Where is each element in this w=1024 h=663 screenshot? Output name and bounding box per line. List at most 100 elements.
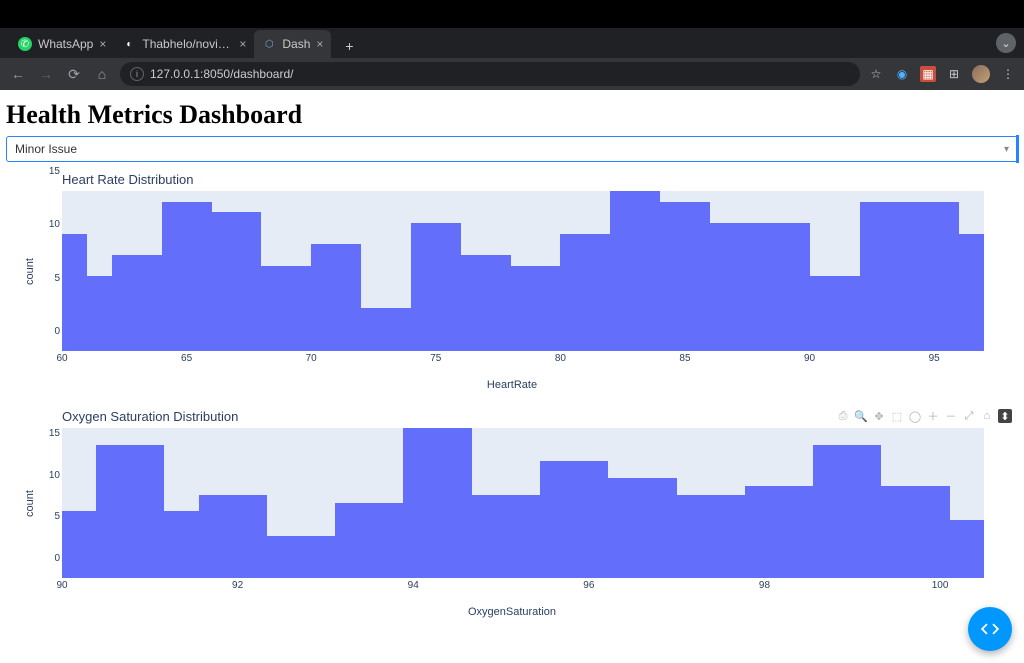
y-tick-label: 5 — [46, 511, 60, 522]
page-content: Health Metrics Dashboard Minor Issue ▾ H… — [0, 90, 1024, 663]
browser-tabstrip: ✆ WhatsApp × ◐ Thabhelo/novision: Notion… — [0, 28, 1024, 58]
url-text: 127.0.0.1:8050/dashboard/ — [150, 67, 293, 81]
histogram-bar — [187, 202, 212, 351]
code-icon — [979, 618, 1001, 640]
x-tick-label: 60 — [56, 353, 67, 364]
histogram-bar — [540, 461, 574, 578]
zoom-out-icon[interactable]: － — [944, 409, 958, 423]
x-tick-label: 75 — [430, 353, 441, 364]
histogram-bar — [884, 202, 909, 351]
reset-icon[interactable]: ⌂ — [980, 409, 994, 423]
histogram-bar — [635, 191, 660, 351]
filter-dropdown[interactable]: Minor Issue ▾ — [6, 136, 1018, 162]
histogram-bar — [710, 223, 735, 351]
histogram-bar — [745, 486, 779, 578]
histogram-bar — [560, 234, 585, 351]
histogram-bar — [711, 495, 745, 578]
histogram-bar — [574, 461, 608, 578]
tab-dash[interactable]: ⬡ Dash × — [254, 30, 331, 58]
extension-icon[interactable]: ▦ — [920, 66, 936, 82]
dev-tools-fab[interactable] — [968, 607, 1012, 651]
pan-icon[interactable]: ✥ — [872, 409, 886, 423]
histogram-bar — [411, 223, 436, 351]
x-tick-label: 100 — [932, 580, 949, 591]
bookmark-icon[interactable]: ☆ — [868, 66, 884, 82]
close-icon[interactable]: × — [99, 37, 106, 51]
menu-button[interactable]: ⋮ — [1000, 66, 1016, 82]
histogram-bar — [916, 486, 950, 578]
x-tick-label: 98 — [759, 580, 770, 591]
oxygen-saturation-chart: ⎙ 🔍 ✥ ⬚ ◯ ＋ － ⤢ ⌂ ⬍ Oxygen Saturation Di… — [6, 409, 1018, 618]
histogram-bar — [286, 266, 311, 351]
plotly-logo-icon[interactable]: ⬍ — [998, 409, 1012, 423]
histogram-bar — [934, 202, 959, 351]
histogram-bar — [860, 202, 885, 351]
histogram-bar — [810, 276, 835, 351]
close-icon[interactable]: × — [316, 37, 323, 51]
histogram-bar — [610, 191, 635, 351]
browser-toolbar: ← → ⟳ ⌂ i 127.0.0.1:8050/dashboard/ ☆ ◉ … — [0, 58, 1024, 90]
histogram-bar — [112, 255, 137, 351]
x-tick-label: 92 — [232, 580, 243, 591]
histogram-bar — [233, 495, 267, 578]
x-tick-label: 65 — [181, 353, 192, 364]
histogram-bar — [785, 223, 810, 351]
histogram-bar — [301, 536, 335, 578]
extensions-button[interactable]: ⊞ — [946, 66, 962, 82]
chart-plot-area[interactable] — [62, 428, 984, 578]
histogram-bar — [87, 276, 112, 351]
site-info-icon[interactable]: i — [130, 67, 144, 81]
x-axis-label: OxygenSaturation — [6, 606, 1018, 618]
y-tick-label: 0 — [46, 553, 60, 564]
histogram-bar — [96, 445, 130, 578]
reload-button[interactable]: ⟳ — [64, 66, 84, 83]
y-tick-label: 0 — [46, 326, 60, 337]
histogram-bar — [511, 266, 536, 351]
zoom-icon[interactable]: 🔍 — [854, 409, 868, 423]
y-tick-label: 15 — [46, 428, 60, 439]
histogram-bar — [959, 234, 984, 351]
histogram-bar — [779, 486, 813, 578]
histogram-bar — [212, 212, 237, 351]
histogram-bar — [436, 223, 461, 351]
histogram-bar — [660, 202, 685, 351]
back-button[interactable]: ← — [8, 66, 28, 82]
histogram-bar — [950, 520, 984, 578]
tab-title: WhatsApp — [38, 37, 93, 51]
histogram-bar — [536, 266, 561, 351]
chart-title: Heart Rate Distribution — [62, 172, 1018, 187]
heart-rate-chart: Heart Rate Distribution 6065707580859095… — [6, 172, 1018, 391]
y-tick-label: 5 — [46, 273, 60, 284]
x-tick-label: 85 — [679, 353, 690, 364]
close-icon[interactable]: × — [239, 37, 246, 51]
new-tab-button[interactable]: + — [337, 34, 361, 58]
histogram-bar — [311, 244, 336, 351]
histogram-bar — [486, 255, 511, 351]
forward-button[interactable]: → — [36, 66, 56, 82]
tab-github[interactable]: ◐ Thabhelo/novision: Notion bu × — [114, 30, 254, 58]
chevron-down-icon: ▾ — [1004, 144, 1009, 155]
dash-icon: ⬡ — [262, 37, 276, 51]
box-select-icon[interactable]: ⬚ — [890, 409, 904, 423]
zoom-in-icon[interactable]: ＋ — [926, 409, 940, 423]
address-bar[interactable]: i 127.0.0.1:8050/dashboard/ — [120, 62, 860, 86]
histogram-bar — [386, 308, 411, 351]
tab-whatsapp[interactable]: ✆ WhatsApp × — [10, 30, 114, 58]
histogram-bar — [813, 445, 847, 578]
x-tick-label: 70 — [306, 353, 317, 364]
histogram-bar — [130, 445, 164, 578]
profile-avatar[interactable] — [972, 65, 990, 83]
histogram-bar — [267, 536, 301, 578]
expand-tabs-button[interactable]: ⌄ — [996, 33, 1016, 53]
x-tick-label: 90 — [804, 353, 815, 364]
camera-icon[interactable]: ⎙ — [836, 409, 850, 423]
autoscale-icon[interactable]: ⤢ — [962, 409, 976, 423]
histogram-bar — [164, 511, 198, 578]
home-button[interactable]: ⌂ — [92, 66, 112, 82]
histogram-bar — [909, 202, 934, 351]
extension-icon[interactable]: ◉ — [894, 66, 910, 82]
x-axis-label: HeartRate — [6, 379, 1018, 391]
lasso-icon[interactable]: ◯ — [908, 409, 922, 423]
chart-plot-area[interactable] — [62, 191, 984, 351]
histogram-bar — [335, 503, 369, 578]
